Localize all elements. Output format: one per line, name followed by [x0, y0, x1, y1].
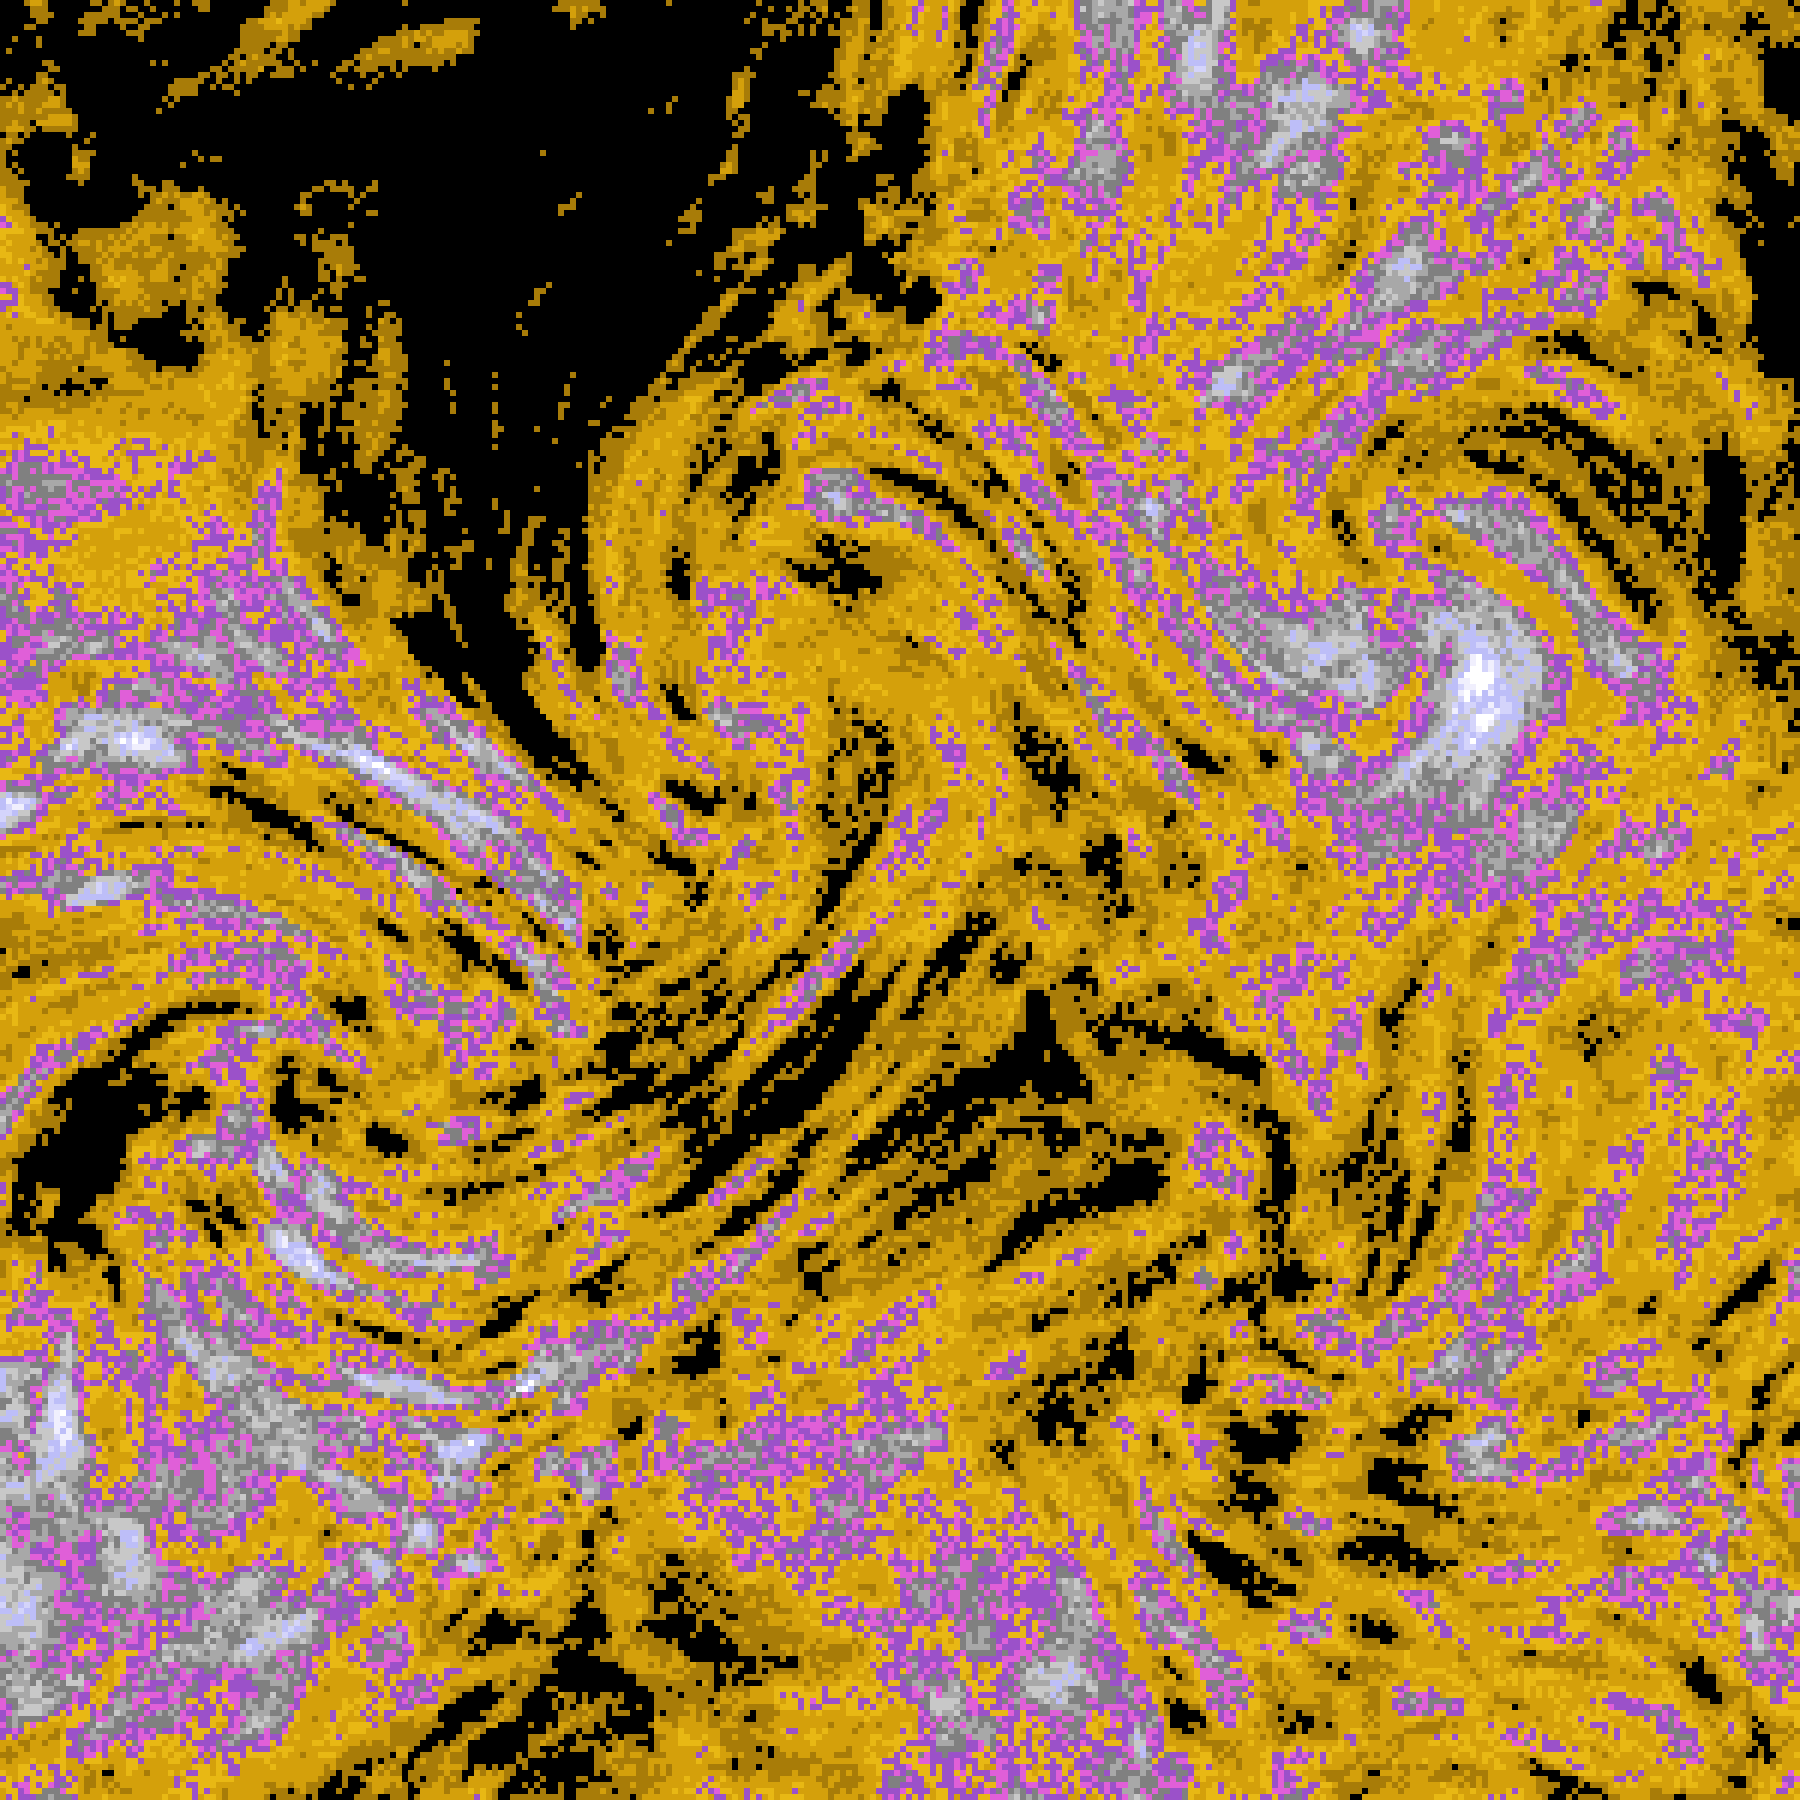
- satellite-image-viewport: False-Color Posterized Satellite Scene: [0, 0, 1800, 1800]
- false-color-raster-canvas: [0, 0, 1800, 1800]
